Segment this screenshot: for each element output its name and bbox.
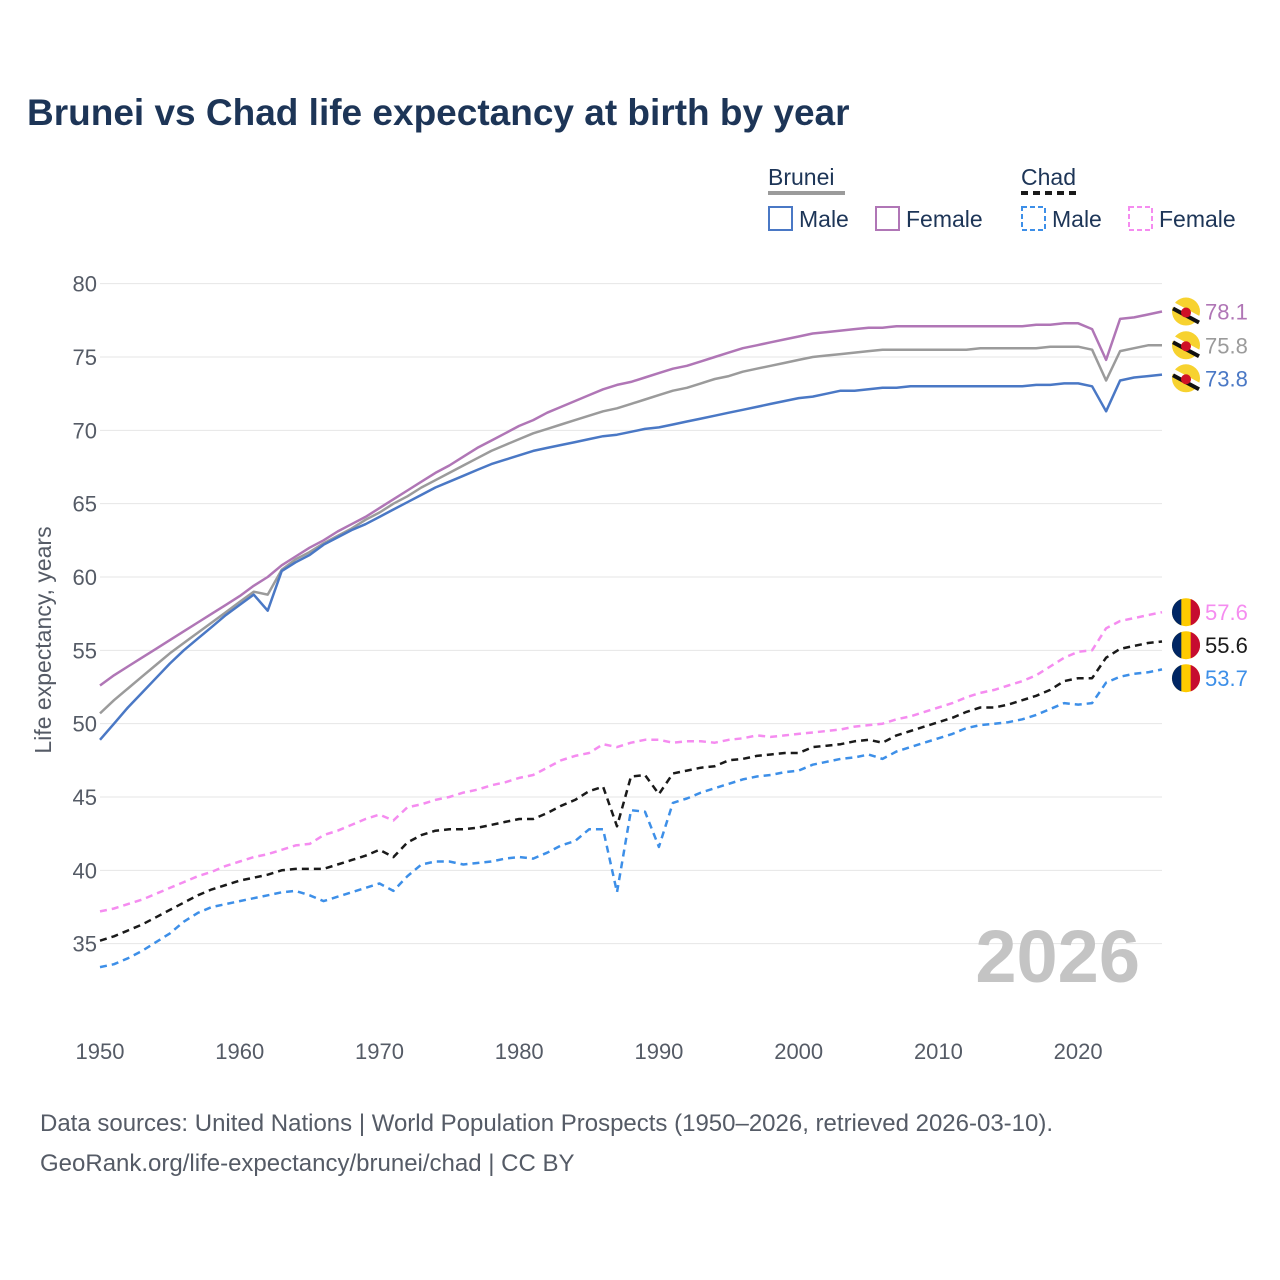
legend-item-brunei-female: Female [906,206,983,232]
y-tick-label: 60 [73,565,97,590]
series-lines [99,310,1163,969]
end-label-chad-female: 57.6 [1205,600,1248,625]
x-tick-label: 2020 [1054,1039,1103,1064]
legend: Brunei Male Female Chad Male Female [768,164,1236,232]
series-line-chad-total [99,640,1163,942]
x-tick-label: 2010 [914,1039,963,1064]
end-label-chad-male: 53.7 [1205,666,1248,691]
flag-chad-icon [1171,598,1201,627]
attribution-link[interactable]: GeoRank.org/life-expectancy/brunei/chad … [40,1150,575,1177]
legend-swatch-chad-female [1128,206,1153,231]
y-tick-label: 35 [73,932,97,957]
x-tick-label: 2000 [774,1039,823,1064]
y-tick-label: 80 [73,272,97,297]
footer: Data sources: United Nations | World Pop… [40,1104,1053,1184]
legend-swatch-brunei-female [875,206,900,231]
chart-title: Brunei vs Chad life expectancy at birth … [27,92,850,133]
data-sources-text: Data sources: United Nations | World Pop… [40,1110,1054,1137]
end-labels: 78.1 75.8 73.8 57.6 55.6 53.7 [1171,297,1248,693]
y-tick-label: 55 [73,638,97,663]
legend-swatch-brunei-male [768,206,793,231]
flag-chad-icon [1171,664,1201,693]
x-tick-label: 1980 [495,1039,544,1064]
series-line-brunei-total [99,344,1162,715]
end-label-brunei-total: 75.8 [1205,333,1248,358]
y-axis-label: Life expectancy, years [30,526,56,753]
series-line-chad-male [99,668,1163,969]
legend-item-chad-female: Female [1159,206,1236,232]
y-tick-label: 50 [73,712,97,737]
y-axis-ticks: 35 40 45 50 55 60 65 70 75 80 [73,272,97,957]
x-tick-label: 1950 [76,1039,125,1064]
end-label-brunei-male: 73.8 [1205,366,1248,391]
series-line-chad-female [99,610,1163,913]
legend-group-brunei: Brunei [768,164,834,190]
series-line-brunei-female [99,310,1163,687]
legend-swatch-chad-male [1021,206,1046,231]
y-tick-label: 45 [73,785,97,810]
legend-item-chad-male: Male [1052,206,1102,232]
flag-brunei-icon [1171,297,1201,326]
series-line-brunei-male [99,373,1163,741]
flag-brunei-icon [1171,331,1201,360]
y-tick-label: 40 [73,858,97,883]
y-tick-label: 70 [73,418,97,443]
legend-group-chad: Chad [1021,164,1076,190]
flag-chad-icon [1171,631,1201,660]
year-watermark: 2026 [975,915,1140,998]
end-label-chad-total: 55.6 [1205,633,1248,658]
y-tick-label: 65 [73,492,97,517]
flag-brunei-icon [1171,364,1201,393]
x-tick-label: 1960 [215,1039,264,1064]
x-tick-label: 1970 [355,1039,404,1064]
y-tick-label: 75 [73,345,97,370]
x-tick-label: 1990 [634,1039,683,1064]
x-axis-ticks: 1950 1960 1970 1980 1990 2000 2010 2020 [76,1039,1103,1064]
end-label-brunei-female: 78.1 [1205,300,1248,325]
legend-item-brunei-male: Male [799,206,849,232]
